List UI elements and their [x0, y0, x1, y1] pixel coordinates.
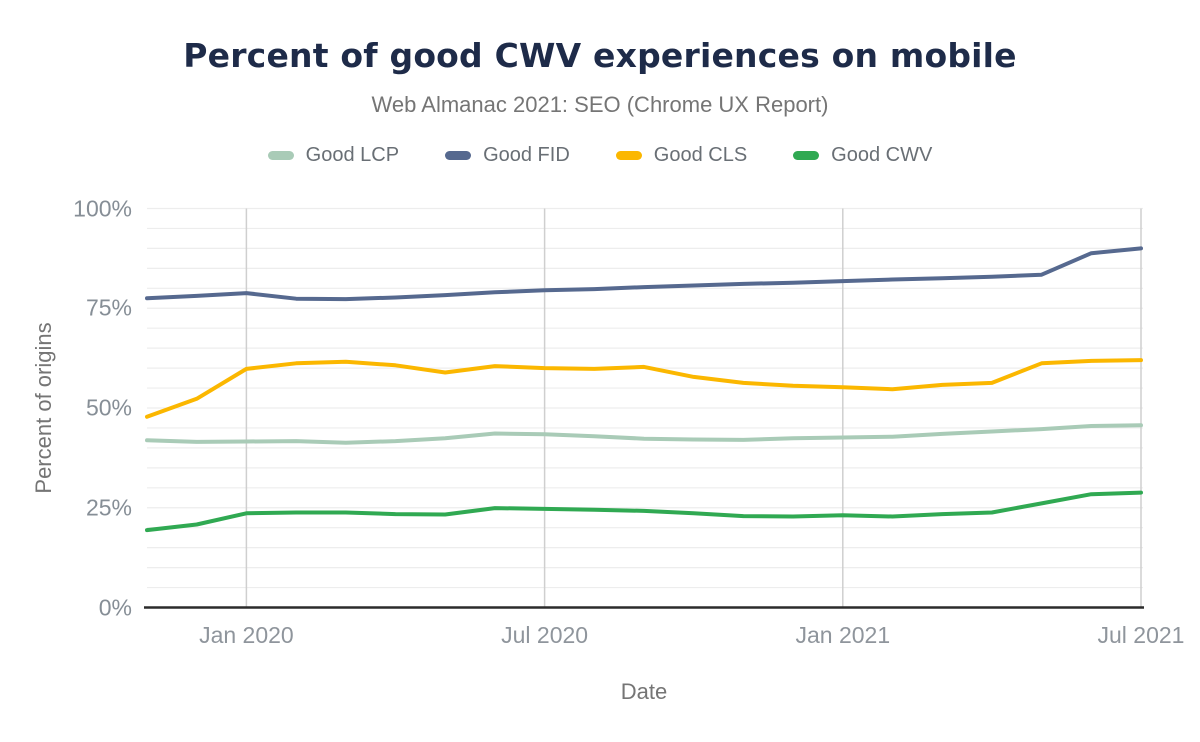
- x-tick-label: Jan 2021: [795, 621, 891, 648]
- legend-item-good-lcp: Good LCP: [267, 144, 400, 167]
- legend-label: Good LCP: [305, 144, 400, 166]
- chart-subtitle: Web Almanac 2021: SEO (Chrome UX Report): [371, 92, 829, 117]
- x-tick-label: Jan 2020: [199, 621, 294, 648]
- x-axis-title: Date: [620, 679, 668, 704]
- series-line-good-cls: [145, 358, 1143, 419]
- legend-label: Good CLS: [653, 144, 748, 166]
- legend-label: Good CWV: [831, 144, 933, 166]
- y-tick-label: 75%: [85, 294, 132, 321]
- legend-swatch-icon: [267, 151, 294, 160]
- chart-title: Percent of good CWV experiences on mobil…: [183, 36, 1017, 75]
- y-tick-label: 25%: [85, 494, 132, 521]
- series-line-good-fid: [145, 246, 1143, 302]
- legend-item-good-cls: Good CLS: [615, 144, 748, 167]
- legend-item-good-cwv: Good CWV: [793, 144, 932, 167]
- x-tick-label: Jul 2021: [1097, 621, 1185, 648]
- legend-label: Good FID: [483, 144, 570, 166]
- series-line-good-cwv: [145, 490, 1143, 533]
- y-tick-label: 50%: [85, 394, 132, 421]
- y-tick-label: 0%: [98, 594, 132, 620]
- y-axis-title: Percent of origins: [31, 322, 56, 494]
- legend-swatch-icon: [445, 151, 472, 160]
- series-line-good-lcp: [145, 423, 1143, 445]
- y-tick-label: 100%: [73, 195, 132, 221]
- legend-item-good-fid: Good FID: [445, 144, 570, 167]
- x-tick-label: Jul 2020: [501, 621, 589, 648]
- chart-legend: Good LCP Good FID Good CLS Good CWV: [0, 144, 1200, 167]
- legend-swatch-icon: [615, 151, 642, 160]
- legend-swatch-icon: [793, 151, 820, 160]
